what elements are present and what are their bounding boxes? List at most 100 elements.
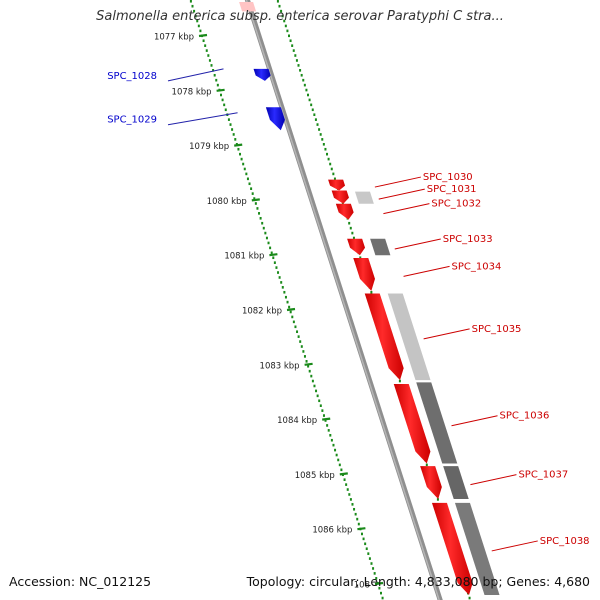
orf-band-1: [370, 238, 391, 256]
inner-tick-dot: [292, 49, 295, 52]
gene-spc-1038: [431, 502, 473, 595]
outer-tick-dot: [216, 83, 219, 87]
gene-leader-line: [423, 328, 470, 340]
gene-label: SPC_1028: [107, 71, 157, 82]
outer-tick-dot: [221, 98, 224, 102]
inner-tick-dot: [297, 64, 300, 67]
outer-tick-dot: [378, 586, 381, 590]
gene-label: SPC_1036: [500, 411, 550, 422]
outer-tick-dot: [205, 49, 208, 52]
inner-tick-dot: [318, 128, 321, 131]
inner-tick-dot: [283, 19, 286, 23]
major-tick: [374, 581, 384, 586]
inner-tick-dot: [468, 596, 471, 600]
outer-tick-dot: [224, 108, 227, 112]
major-tick: [234, 143, 243, 147]
outer-tick-dot: [315, 389, 318, 393]
outer-tick-dot: [207, 54, 210, 57]
outer-tick-dot: [227, 118, 230, 121]
major-tick: [357, 527, 366, 531]
outer-tick-dot: [330, 438, 333, 442]
scale-label: 1078 kbp: [172, 87, 212, 97]
gene-spc-1036: [393, 383, 431, 464]
outer-tick-dot: [223, 103, 226, 107]
gene-leader-line: [167, 112, 238, 126]
outer-tick-dot: [199, 29, 202, 33]
outer-tick-dot: [204, 44, 207, 47]
outer-tick-dot: [286, 300, 289, 304]
inner-tick-dot: [436, 498, 439, 501]
outer-tick-dot: [365, 547, 368, 551]
outer-tick-dot: [332, 443, 335, 447]
orf-band-3: [416, 382, 458, 464]
outer-tick-dot: [194, 14, 197, 18]
inner-tick-dot: [319, 133, 322, 136]
outer-tick-dot: [267, 241, 270, 245]
inner-tick-dot: [302, 78, 305, 82]
scale-label: 1082 kbp: [242, 307, 282, 317]
topology-info: Topology: circular; Length: 4,833,080 bp…: [246, 574, 590, 589]
gene-label: SPC_1035: [472, 324, 522, 335]
outer-tick-dot: [381, 596, 384, 600]
scale-label: 1084 kbp: [277, 416, 317, 426]
outer-tick-dot: [242, 162, 245, 166]
inner-tick-dot: [311, 108, 314, 112]
inner-tick-dot: [327, 157, 330, 161]
outer-tick-dot: [215, 78, 218, 82]
gene-label: SPC_1030: [423, 172, 473, 183]
inner-tick-dot: [308, 98, 311, 102]
outer-tick-dot: [191, 4, 194, 8]
outer-tick-dot: [262, 226, 265, 230]
outer-tick-dot: [253, 197, 256, 200]
outer-tick-dot: [329, 433, 332, 437]
inner-tick-dot: [284, 24, 287, 28]
outer-tick-dot: [327, 429, 330, 432]
inner-tick-dot: [289, 39, 292, 43]
inner-tick-dot: [278, 4, 281, 8]
inner-tick-dot: [316, 123, 319, 126]
outer-tick-dot: [303, 355, 306, 358]
inner-tick-dot: [370, 290, 373, 294]
outer-tick-dot: [367, 552, 370, 555]
outer-tick-dot: [239, 152, 242, 156]
gene-spc-1034: [353, 257, 375, 291]
outer-tick-dot: [321, 409, 324, 412]
outer-tick-dot: [232, 133, 235, 136]
outer-tick-dot: [193, 9, 196, 13]
scale-label: 1081 kbp: [224, 252, 264, 262]
outer-tick-dot: [273, 261, 276, 264]
inner-tick-dot: [341, 202, 344, 205]
outer-tick-dot: [265, 236, 268, 240]
outer-tick-dot: [240, 157, 243, 161]
outer-tick-dot: [296, 330, 299, 334]
outer-tick-dot: [372, 567, 375, 570]
outer-tick-dot: [360, 532, 363, 536]
genome-title: Salmonella enterica subsp. enterica sero…: [96, 9, 504, 24]
outer-tick-dot: [335, 453, 338, 457]
major-tick: [198, 33, 208, 38]
scale-label: 1080 kbp: [207, 197, 247, 207]
backbone-line: [244, 0, 443, 600]
outer-tick-dot: [258, 212, 261, 215]
inner-tick-dot: [280, 9, 283, 13]
scale-label: 1086 kbp: [312, 526, 352, 536]
gene-label: SPC_1032: [431, 199, 481, 210]
backbone-highlight: [245, 0, 440, 600]
gene-label: SPC_1033: [443, 234, 493, 245]
outer-tick-dot: [277, 271, 280, 274]
gene-label: SPC_1038: [540, 536, 590, 547]
outer-tick-dot: [364, 542, 367, 546]
major-tick: [339, 472, 348, 476]
outer-tick-dot: [197, 24, 200, 28]
outer-tick-dot: [283, 290, 286, 294]
outer-tick-dot: [310, 374, 313, 378]
outer-tick-dot: [308, 369, 311, 373]
scale-label: 1085 kbp: [295, 471, 335, 481]
accession-label: Accession: NC_012125: [9, 574, 152, 589]
inner-tick-dot: [324, 147, 327, 151]
gene-spc-1031: [331, 190, 349, 204]
scale-label: 1077 kbp: [154, 33, 194, 43]
outer-tick-dot: [281, 286, 284, 289]
outer-tick-dot: [264, 231, 267, 235]
